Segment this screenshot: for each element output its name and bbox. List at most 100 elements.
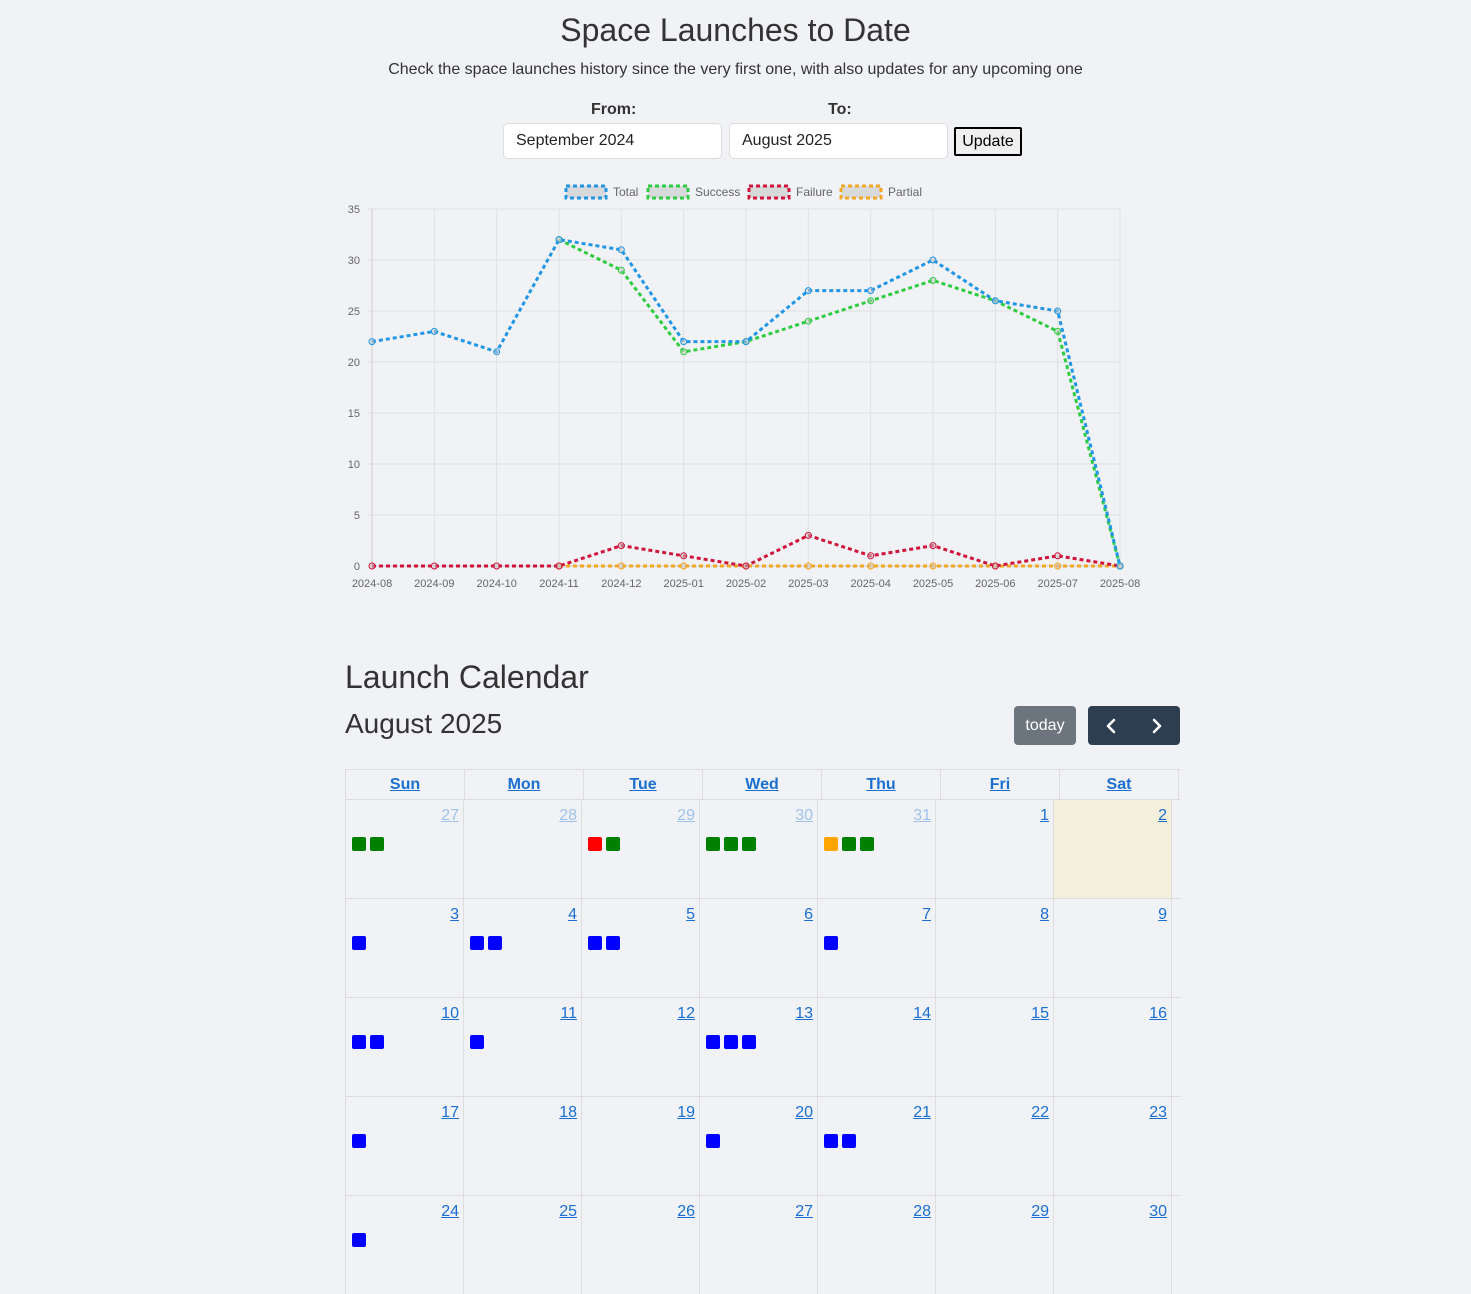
launch-event-upcoming[interactable]: [742, 1035, 756, 1049]
calendar-day-cell[interactable]: 25: [464, 1196, 582, 1294]
calendar-day-cell[interactable]: 30: [700, 800, 818, 898]
weekday-wed[interactable]: Wed: [703, 770, 822, 799]
day-number-link[interactable]: 2: [1158, 807, 1167, 824]
launch-event-success[interactable]: [706, 837, 720, 851]
launch-event-upcoming[interactable]: [606, 936, 620, 950]
today-button[interactable]: today: [1014, 706, 1076, 745]
day-number-link[interactable]: 11: [560, 1005, 577, 1022]
launch-event-upcoming[interactable]: [706, 1035, 720, 1049]
day-number-link[interactable]: 28: [913, 1203, 931, 1220]
launch-event-upcoming[interactable]: [842, 1134, 856, 1148]
calendar-day-cell[interactable]: 31: [818, 800, 936, 898]
calendar-day-cell[interactable]: 7: [818, 899, 936, 997]
prev-month-button[interactable]: [1088, 706, 1134, 745]
calendar-day-cell[interactable]: 22: [936, 1097, 1054, 1195]
launch-event-upcoming[interactable]: [470, 936, 484, 950]
day-number-link[interactable]: 8: [1040, 906, 1049, 923]
calendar-day-cell[interactable]: 29: [582, 800, 700, 898]
day-number-link[interactable]: 12: [677, 1005, 695, 1022]
launch-event-upcoming[interactable]: [724, 1035, 738, 1049]
calendar-day-cell[interactable]: 24: [346, 1196, 464, 1294]
launch-event-upcoming[interactable]: [824, 936, 838, 950]
launch-event-partial[interactable]: [824, 837, 838, 851]
update-button[interactable]: Update: [954, 127, 1022, 156]
day-number-link[interactable]: 29: [1031, 1203, 1049, 1220]
launch-event-upcoming[interactable]: [352, 936, 366, 950]
calendar-day-cell[interactable]: 15: [936, 998, 1054, 1096]
launch-event-upcoming[interactable]: [470, 1035, 484, 1049]
day-number-link[interactable]: 30: [1149, 1203, 1167, 1220]
weekday-thu[interactable]: Thu: [822, 770, 941, 799]
calendar-day-cell[interactable]: 30: [1054, 1196, 1172, 1294]
day-number-link[interactable]: 13: [795, 1005, 813, 1022]
calendar-day-cell[interactable]: 9: [1054, 899, 1172, 997]
launch-event-upcoming[interactable]: [352, 1035, 366, 1049]
weekday-fri[interactable]: Fri: [941, 770, 1060, 799]
calendar-day-cell[interactable]: 20: [700, 1097, 818, 1195]
calendar-day-cell[interactable]: 21: [818, 1097, 936, 1195]
day-number-link[interactable]: 7: [922, 906, 931, 923]
launch-event-upcoming[interactable]: [370, 1035, 384, 1049]
day-number-link[interactable]: 5: [686, 906, 695, 923]
next-month-button[interactable]: [1134, 706, 1180, 745]
day-number-link[interactable]: 27: [441, 807, 459, 824]
day-number-link[interactable]: 21: [913, 1104, 931, 1121]
calendar-day-cell[interactable]: 10: [346, 998, 464, 1096]
weekday-mon[interactable]: Mon: [465, 770, 584, 799]
day-number-link[interactable]: 15: [1031, 1005, 1049, 1022]
day-number-link[interactable]: 29: [677, 807, 695, 824]
from-month-input[interactable]: [503, 123, 722, 159]
day-number-link[interactable]: 30: [795, 807, 813, 824]
day-number-link[interactable]: 24: [441, 1203, 459, 1220]
launch-event-upcoming[interactable]: [824, 1134, 838, 1148]
launch-event-upcoming[interactable]: [488, 936, 502, 950]
launch-event-success[interactable]: [370, 837, 384, 851]
calendar-day-cell[interactable]: 1: [936, 800, 1054, 898]
launch-event-success[interactable]: [842, 837, 856, 851]
launch-event-success[interactable]: [352, 837, 366, 851]
day-number-link[interactable]: 10: [441, 1005, 459, 1022]
day-number-link[interactable]: 6: [804, 906, 813, 923]
launch-event-success[interactable]: [724, 837, 738, 851]
calendar-day-cell[interactable]: 27: [700, 1196, 818, 1294]
day-number-link[interactable]: 3: [450, 906, 459, 923]
day-number-link[interactable]: 16: [1149, 1005, 1167, 1022]
calendar-day-cell[interactable]: 23: [1054, 1097, 1172, 1195]
calendar-day-cell[interactable]: 19: [582, 1097, 700, 1195]
day-number-link[interactable]: 19: [677, 1104, 695, 1121]
day-number-link[interactable]: 1: [1040, 807, 1049, 824]
launch-event-upcoming[interactable]: [588, 936, 602, 950]
launch-event-success[interactable]: [606, 837, 620, 851]
launch-event-upcoming[interactable]: [706, 1134, 720, 1148]
day-number-link[interactable]: 9: [1158, 906, 1167, 923]
calendar-day-cell[interactable]: 3: [346, 899, 464, 997]
weekday-sat[interactable]: Sat: [1060, 770, 1179, 799]
calendar-day-cell[interactable]: 28: [464, 800, 582, 898]
day-number-link[interactable]: 22: [1031, 1104, 1049, 1121]
day-number-link[interactable]: 18: [559, 1104, 577, 1121]
calendar-day-cell[interactable]: 17: [346, 1097, 464, 1195]
calendar-day-cell[interactable]: 27: [346, 800, 464, 898]
day-number-link[interactable]: 31: [913, 807, 931, 824]
launch-event-failure[interactable]: [588, 837, 602, 851]
calendar-day-cell[interactable]: 18: [464, 1097, 582, 1195]
calendar-day-today[interactable]: 2: [1054, 800, 1172, 898]
day-number-link[interactable]: 23: [1149, 1104, 1167, 1121]
calendar-day-cell[interactable]: 16: [1054, 998, 1172, 1096]
calendar-day-cell[interactable]: 13: [700, 998, 818, 1096]
day-number-link[interactable]: 20: [795, 1104, 813, 1121]
day-number-link[interactable]: 26: [677, 1203, 695, 1220]
launch-event-success[interactable]: [860, 837, 874, 851]
calendar-day-cell[interactable]: 8: [936, 899, 1054, 997]
calendar-day-cell[interactable]: 12: [582, 998, 700, 1096]
launch-event-upcoming[interactable]: [352, 1134, 366, 1148]
calendar-day-cell[interactable]: 14: [818, 998, 936, 1096]
day-number-link[interactable]: 27: [795, 1203, 813, 1220]
calendar-day-cell[interactable]: 28: [818, 1196, 936, 1294]
to-month-input[interactable]: [729, 123, 948, 159]
calendar-day-cell[interactable]: 26: [582, 1196, 700, 1294]
day-number-link[interactable]: 17: [441, 1104, 459, 1121]
calendar-day-cell[interactable]: 29: [936, 1196, 1054, 1294]
calendar-day-cell[interactable]: 11: [464, 998, 582, 1096]
day-number-link[interactable]: 14: [913, 1005, 931, 1022]
